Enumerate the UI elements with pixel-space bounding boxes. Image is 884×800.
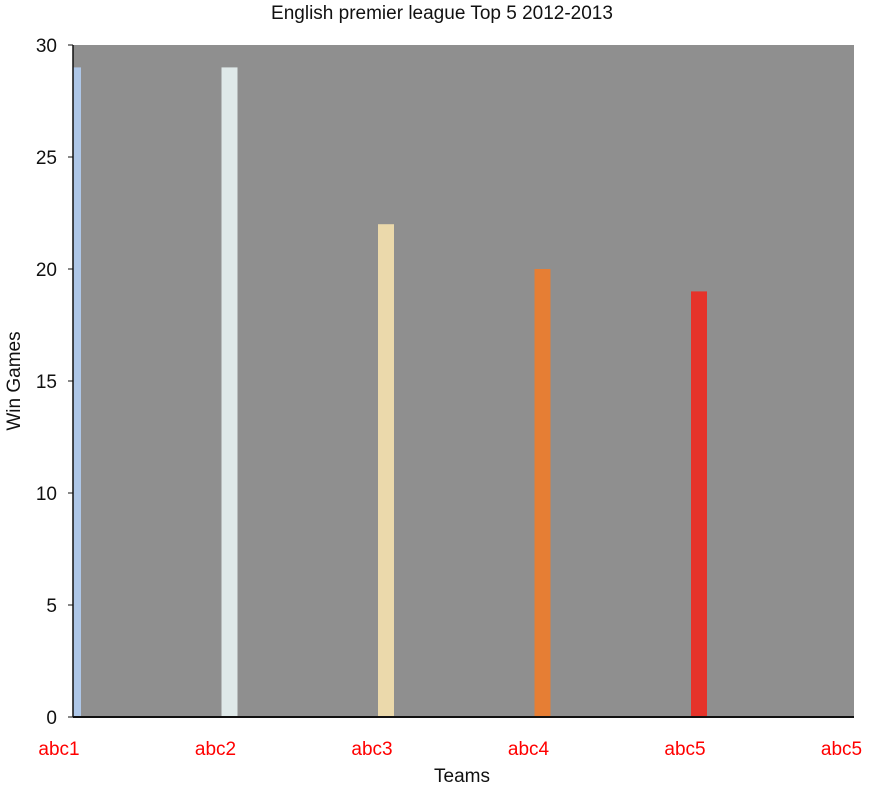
y-tick-label: 30 bbox=[36, 36, 57, 57]
plot-area bbox=[73, 45, 854, 717]
bar-abc1 bbox=[73, 67, 81, 717]
y-tick-label: 5 bbox=[46, 596, 57, 617]
x-tick-label: abc5 bbox=[664, 739, 705, 760]
x-tick-label: abc2 bbox=[195, 739, 236, 760]
bar-abc5 bbox=[691, 291, 707, 717]
y-tick-label: 10 bbox=[36, 484, 57, 505]
bar-abc4 bbox=[534, 269, 551, 717]
y-tick-label: 15 bbox=[36, 372, 57, 393]
y-tick-label: 20 bbox=[36, 260, 57, 281]
chart-title: English premier league Top 5 2012-2013 bbox=[271, 3, 613, 24]
x-tick-label: abc3 bbox=[351, 739, 392, 760]
y-tick-label: 0 bbox=[46, 708, 57, 729]
y-tick-label: 25 bbox=[36, 148, 57, 169]
x-tick-label: abc1 bbox=[38, 739, 79, 760]
bar-abc3 bbox=[378, 224, 394, 717]
bar-abc2 bbox=[221, 67, 238, 717]
x-tick-label: abc5 bbox=[821, 739, 862, 760]
x-tick-label: abc4 bbox=[508, 739, 550, 760]
x-axis-label: Teams bbox=[434, 766, 490, 787]
